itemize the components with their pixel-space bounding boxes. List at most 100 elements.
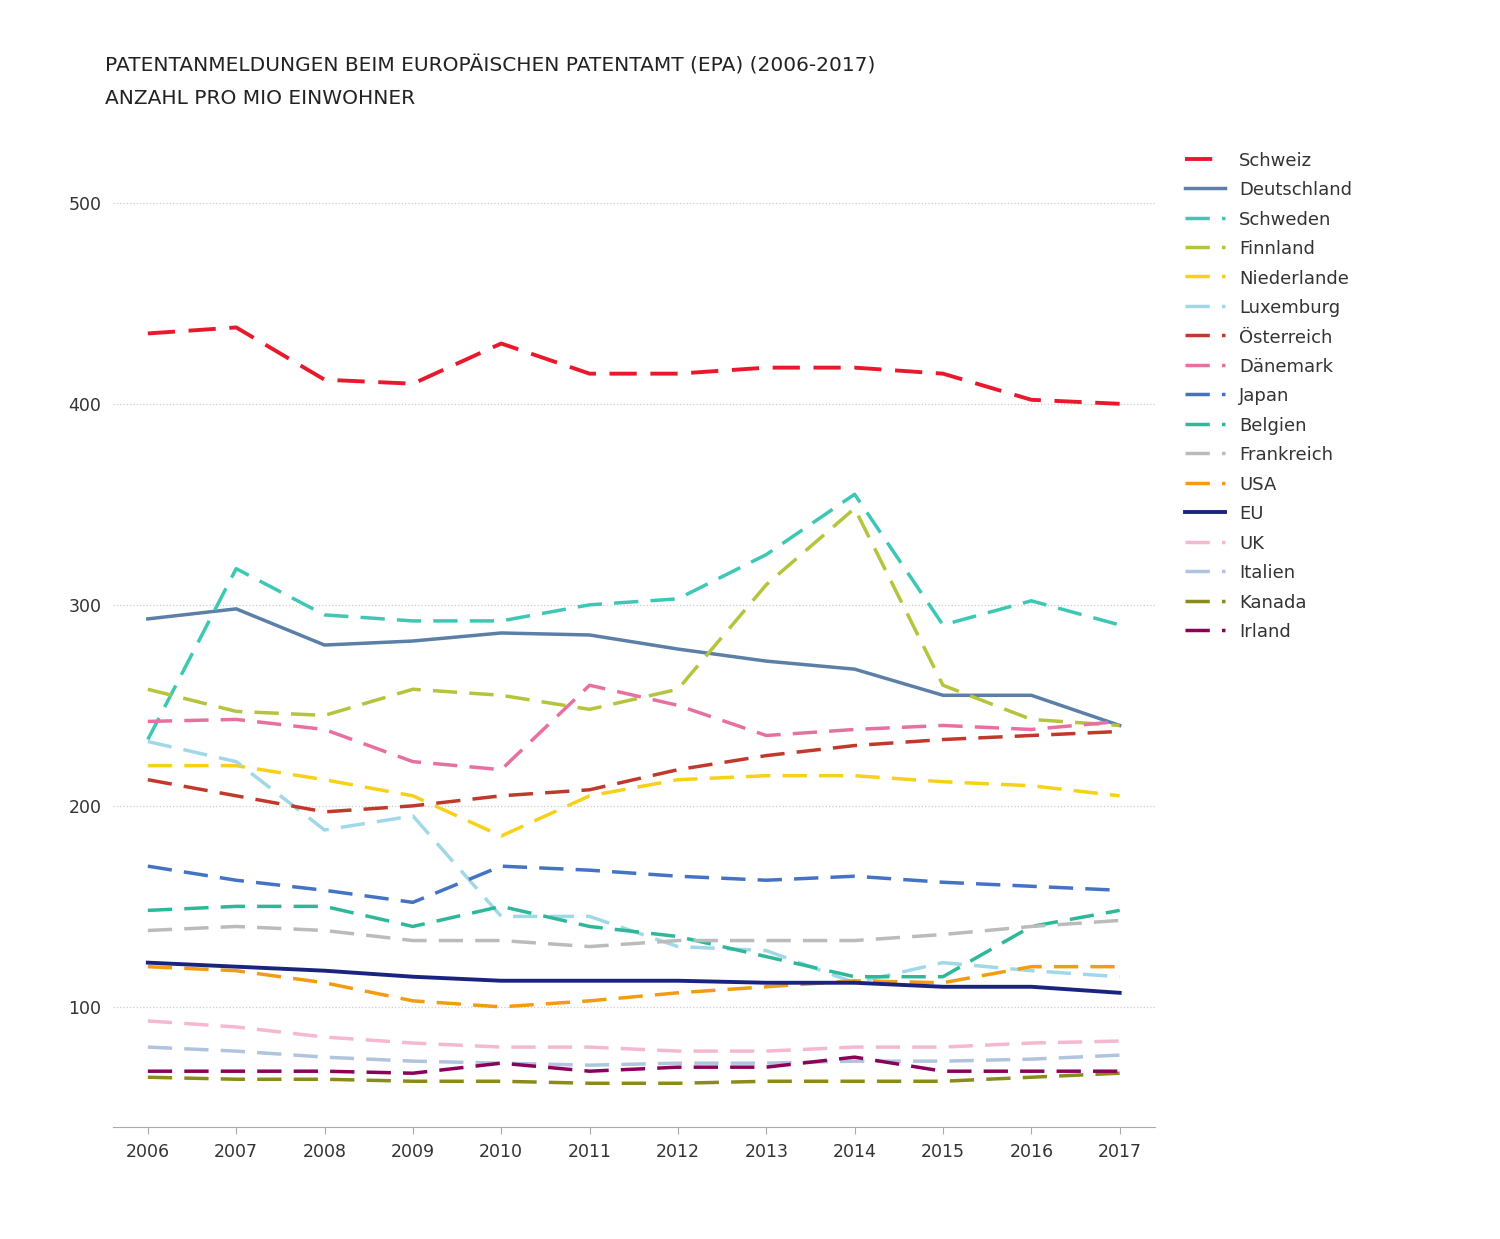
Belgien xyxy=(315,900,333,914)
Kanada xyxy=(404,1074,422,1089)
Schweiz xyxy=(404,377,422,392)
Japan xyxy=(140,859,158,873)
Kanada xyxy=(580,1075,598,1090)
Österreich xyxy=(846,738,864,753)
UK xyxy=(140,1014,158,1028)
Schweiz xyxy=(1023,393,1041,408)
Österreich xyxy=(669,762,687,777)
Line: Deutschland: Deutschland xyxy=(148,608,1119,726)
Niederlande xyxy=(934,774,952,789)
Schweiz xyxy=(140,326,158,341)
Irland xyxy=(846,1049,864,1064)
Line: Italien: Italien xyxy=(148,1047,1119,1066)
Deutschland xyxy=(1110,719,1128,733)
Luxemburg xyxy=(580,909,598,924)
Niederlande xyxy=(226,758,244,773)
Line: EU: EU xyxy=(148,963,1119,992)
UK xyxy=(1110,1033,1128,1048)
Luxemburg xyxy=(492,909,510,924)
Frankreich xyxy=(226,919,244,934)
UK xyxy=(1023,1036,1041,1051)
Schweiz xyxy=(1110,396,1128,411)
Frankreich xyxy=(404,933,422,948)
Italien xyxy=(580,1058,598,1073)
Niederlande xyxy=(315,772,333,787)
USA xyxy=(669,985,687,1000)
Line: Japan: Japan xyxy=(148,866,1119,902)
Österreich xyxy=(140,772,158,787)
Deutschland xyxy=(315,638,333,653)
Irland xyxy=(404,1066,422,1080)
Schweiz xyxy=(580,367,598,382)
Italien xyxy=(1110,1048,1128,1063)
Finnland xyxy=(934,678,952,693)
EU xyxy=(140,955,158,970)
Schweiz xyxy=(226,320,244,335)
Frankreich xyxy=(1110,913,1128,928)
Belgien xyxy=(669,929,687,944)
Line: Irland: Irland xyxy=(148,1057,1119,1073)
Schweiz xyxy=(846,361,864,375)
Luxemburg xyxy=(315,823,333,838)
Schweden xyxy=(580,597,598,612)
EU xyxy=(1023,979,1041,994)
Japan xyxy=(315,883,333,898)
Frankreich xyxy=(934,927,952,942)
Luxemburg xyxy=(669,939,687,954)
Niederlande xyxy=(669,772,687,787)
Finnland xyxy=(669,681,687,696)
Schweden xyxy=(140,732,158,747)
EU xyxy=(669,974,687,989)
Frankreich xyxy=(140,923,158,938)
Schweden xyxy=(226,561,244,576)
Österreich xyxy=(492,788,510,803)
Dänemark xyxy=(758,729,776,743)
Irland xyxy=(1110,1064,1128,1079)
Belgien xyxy=(580,919,598,934)
Kanada xyxy=(669,1075,687,1090)
Japan xyxy=(758,872,776,887)
USA xyxy=(1110,959,1128,974)
Schweden xyxy=(492,613,510,628)
Italien xyxy=(315,1049,333,1064)
Österreich xyxy=(226,788,244,803)
Deutschland xyxy=(404,633,422,648)
Irland xyxy=(315,1064,333,1079)
Luxemburg xyxy=(404,809,422,824)
Deutschland xyxy=(846,662,864,676)
Line: Schweiz: Schweiz xyxy=(148,327,1119,404)
Luxemburg xyxy=(140,733,158,748)
Japan xyxy=(492,859,510,873)
USA xyxy=(934,975,952,990)
Deutschland xyxy=(934,688,952,703)
Line: Schweden: Schweden xyxy=(148,494,1119,740)
Kanada xyxy=(226,1072,244,1087)
Finnland xyxy=(226,704,244,719)
Italien xyxy=(1023,1052,1041,1067)
EU xyxy=(846,975,864,990)
Irland xyxy=(226,1064,244,1079)
Schweden xyxy=(846,487,864,502)
Luxemburg xyxy=(226,755,244,769)
Kanada xyxy=(140,1069,158,1084)
Deutschland xyxy=(140,612,158,627)
Schweden xyxy=(315,607,333,622)
Luxemburg xyxy=(934,955,952,970)
Finnland xyxy=(846,501,864,515)
Irland xyxy=(669,1059,687,1074)
Schweden xyxy=(1110,617,1128,632)
Line: Niederlande: Niederlande xyxy=(148,766,1119,836)
EU xyxy=(404,969,422,984)
Finnland xyxy=(1110,719,1128,733)
Schweden xyxy=(1023,593,1041,608)
Italien xyxy=(404,1053,422,1068)
Frankreich xyxy=(492,933,510,948)
Dänemark xyxy=(846,722,864,737)
Schweiz xyxy=(758,361,776,375)
Italien xyxy=(226,1043,244,1058)
UK xyxy=(404,1036,422,1051)
Italien xyxy=(758,1056,776,1070)
UK xyxy=(758,1043,776,1058)
EU xyxy=(492,974,510,989)
USA xyxy=(492,1000,510,1015)
